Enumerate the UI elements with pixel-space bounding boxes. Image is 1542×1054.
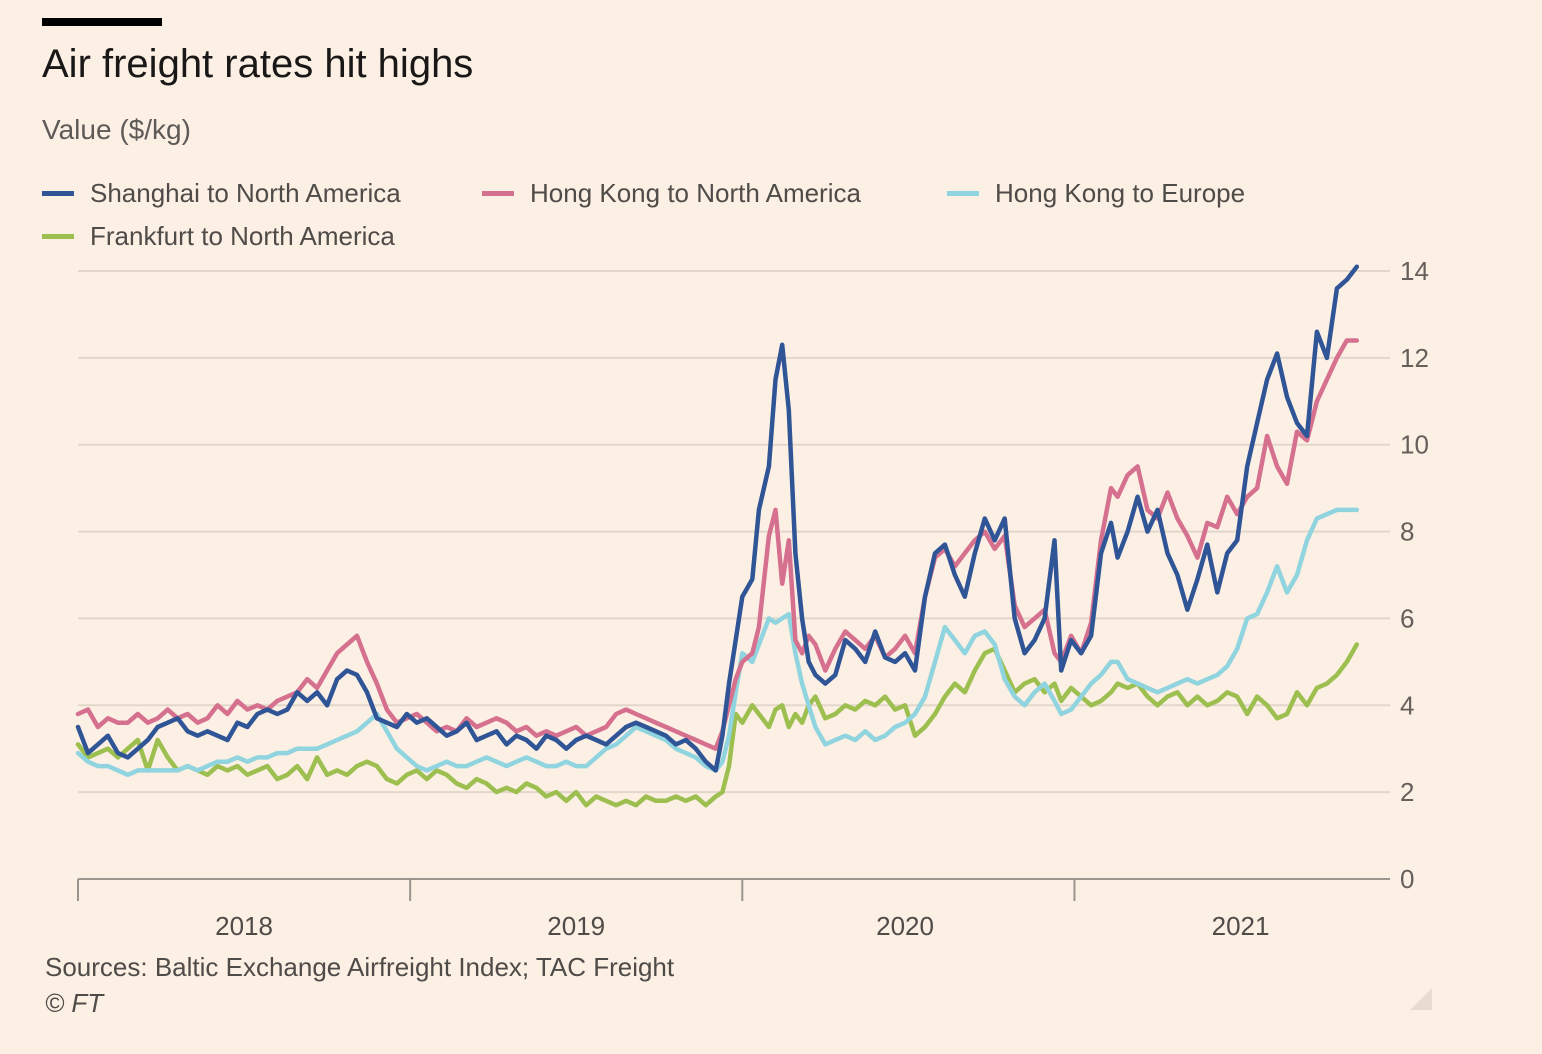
legend-item-hong-kong-europe: Hong Kong to Europe	[947, 178, 1245, 209]
y-tick-label-12: 12	[1400, 343, 1429, 373]
x-axis	[77, 878, 1390, 901]
legend-swatch-shanghai-north-america	[42, 191, 74, 196]
legend-item-hong-kong-north-america: Hong Kong to North America	[482, 178, 861, 209]
x-tick-label-2019: 2019	[547, 911, 605, 941]
legend-swatch-hong-kong-europe	[947, 191, 979, 196]
y-tick-label-14: 14	[1400, 256, 1429, 286]
legend-swatch-frankfurt-north-america	[42, 234, 74, 239]
series-line-hong-kong-to-north-america	[75, 338, 1360, 751]
x-tick-label-2021: 2021	[1212, 911, 1270, 941]
legend-label-frankfurt-north-america: Frankfurt to North America	[90, 221, 395, 251]
series-line-frankfurt-to-north-america	[75, 642, 1360, 808]
axis-labels: 0 2 4 6 8 10 12 14 2018 2019 2020 2021	[215, 256, 1429, 941]
legend-item-shanghai-north-america: Shanghai to North America	[42, 178, 401, 209]
y-tick-label-8: 8	[1400, 517, 1414, 547]
series-line-hong-kong-to-europe	[75, 507, 1360, 778]
grid-lines	[78, 270, 1390, 794]
legend-item-frankfurt-north-america: Frankfurt to North America	[42, 221, 395, 252]
x-tick-label-2020: 2020	[876, 911, 934, 941]
y-tick-label-4: 4	[1400, 690, 1414, 720]
legend-label-shanghai-north-america: Shanghai to North America	[90, 178, 401, 208]
copyright-note: © FT	[45, 988, 104, 1018]
y-tick-label-2: 2	[1400, 777, 1414, 807]
source-note: Sources: Baltic Exchange Airfreight Inde…	[45, 952, 675, 982]
y-tick-label-10: 10	[1400, 430, 1429, 460]
resize-grip-icon[interactable]	[1410, 988, 1432, 1010]
series-lines	[75, 264, 1360, 808]
chart-subtitle: Value ($/kg)	[42, 114, 191, 145]
x-tick-label-2018: 2018	[215, 911, 273, 941]
y-tick-label-0: 0	[1400, 864, 1414, 894]
y-tick-label-6: 6	[1400, 603, 1414, 633]
legend-swatch-hong-kong-north-america	[482, 191, 514, 196]
series-line-shanghai-to-north-america	[75, 264, 1360, 773]
legend-label-hong-kong-europe: Hong Kong to Europe	[995, 178, 1246, 208]
chart-title: Air freight rates hit highs	[42, 42, 474, 86]
legend-label-hong-kong-north-america: Hong Kong to North America	[530, 178, 861, 208]
title-rule	[42, 18, 162, 26]
